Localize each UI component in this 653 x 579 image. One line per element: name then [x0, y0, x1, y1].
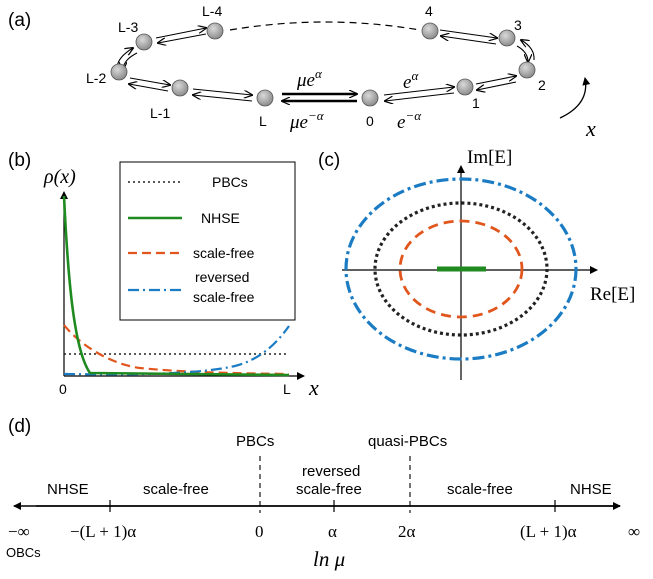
phase-axis-label: ln μ — [313, 547, 345, 571]
node-label: 3 — [514, 17, 522, 33]
node-1 — [456, 78, 474, 96]
tick-label: ∞ — [628, 522, 640, 541]
panel-a: (a) — [8, 3, 596, 141]
region-label: NHSE — [47, 481, 89, 498]
density-tick-start: 0 — [59, 381, 67, 397]
direction-arrow — [559, 77, 591, 119]
tick-label: 2α — [398, 522, 416, 541]
region-label: quasi-PBCs — [368, 433, 447, 450]
panel-a-label: (a) — [8, 10, 31, 31]
hop-label-center-backward: μe−α — [289, 108, 325, 133]
obc-label: OBCs — [6, 545, 41, 560]
reversed-density-curve — [63, 325, 290, 376]
node-label: 1 — [472, 95, 480, 111]
panel-b: (b) ρ(x) x 0 L PBCs NHSE scale-free reve… — [8, 150, 319, 400]
center-hop-link — [282, 94, 357, 101]
scale-free-density-curve — [63, 324, 290, 376]
region-label: scale-free — [296, 481, 362, 498]
dashed-link — [229, 21, 421, 31]
spectrum-ylabel: Im[E] — [467, 147, 512, 168]
panel-c-label: (c) — [318, 150, 340, 171]
panel-d-label: (d) — [8, 416, 31, 437]
hop-links — [116, 28, 535, 101]
spectrum-xlabel: Re[E] — [590, 284, 635, 305]
legend-entry-pbc: PBCs — [212, 174, 248, 190]
hop-label-center-forward: μeα — [296, 66, 323, 91]
node-3 — [498, 29, 516, 47]
hop-label-right-backward: e−α — [397, 108, 422, 133]
node-label: L-4 — [202, 3, 222, 19]
node-label: L-1 — [150, 105, 170, 121]
legend-entry-reversed-2: scale-free — [193, 289, 255, 305]
phase-tick-labels: −∞ −(L + 1)α 0 α 2α (L + 1)α ∞ — [8, 522, 640, 541]
region-label: NHSE — [570, 481, 612, 498]
panel-d: (d) NHSE scale-free PBCs reversed scale-… — [6, 416, 640, 571]
node-4 — [421, 22, 439, 40]
density-legend: PBCs NHSE scale-free reversed scale-free — [119, 161, 296, 321]
node-L-3 — [135, 33, 153, 51]
region-label: scale-free — [447, 481, 513, 498]
tick-label: α — [328, 522, 337, 541]
node-L-4 — [206, 22, 224, 40]
reversed-spectrum-loop — [344, 177, 578, 361]
node-L-1 — [171, 79, 189, 97]
legend-entry-scale-free: scale-free — [193, 245, 255, 261]
lattice-nodes — [110, 22, 536, 107]
density-tick-end: L — [283, 381, 291, 397]
node-labels: L-4 L-3 L-2 L-1 L 0 1 2 3 4 — [86, 3, 546, 129]
region-label: PBCs — [236, 433, 274, 450]
phase-region-labels: NHSE scale-free PBCs reversed scale-free… — [47, 433, 612, 498]
panel-c: (c) Im[E] Re[E] — [318, 147, 635, 380]
panel-b-label: (b) — [8, 150, 31, 171]
legend-entry-nhse: NHSE — [201, 210, 240, 226]
direction-label: x — [585, 116, 596, 141]
scale-free-spectrum-loop — [398, 219, 524, 319]
legend-box — [119, 161, 296, 321]
node-0 — [361, 89, 379, 107]
pbc-spectrum-loop — [373, 201, 549, 337]
region-label: scale-free — [143, 481, 209, 498]
node-label: L — [259, 113, 267, 129]
hop-label-right-forward: eα — [403, 68, 419, 93]
tick-label: (L + 1)α — [520, 522, 577, 541]
node-L — [256, 89, 274, 107]
node-2 — [518, 61, 536, 79]
nhse-density-curve — [62, 195, 290, 377]
node-label: 2 — [538, 77, 546, 93]
region-label: reversed — [302, 463, 360, 480]
node-L-2 — [110, 63, 128, 81]
node-label: L-3 — [118, 19, 138, 35]
tick-label: −(L + 1)α — [70, 522, 136, 541]
legend-entry-reversed: reversed — [195, 269, 249, 285]
node-label: L-2 — [86, 70, 106, 86]
density-xlabel: x — [308, 375, 319, 400]
density-ylabel: ρ(x) — [43, 166, 76, 188]
node-label: 4 — [425, 3, 433, 19]
tick-label: 0 — [255, 522, 264, 541]
node-label: 0 — [366, 113, 374, 129]
tick-label: −∞ — [8, 522, 30, 541]
